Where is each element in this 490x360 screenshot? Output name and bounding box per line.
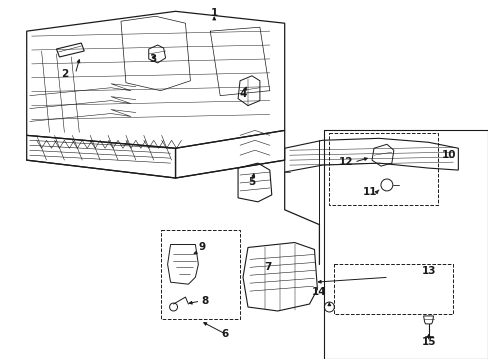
Text: 5: 5	[248, 177, 256, 187]
Text: 13: 13	[421, 266, 436, 276]
Text: 3: 3	[149, 54, 156, 64]
Text: 7: 7	[264, 262, 271, 272]
Text: 6: 6	[221, 329, 229, 339]
Text: 14: 14	[312, 287, 327, 297]
Text: 12: 12	[339, 157, 353, 167]
Text: 8: 8	[202, 296, 209, 306]
Text: 10: 10	[442, 150, 457, 160]
Text: 1: 1	[211, 8, 218, 18]
Text: 9: 9	[199, 243, 206, 252]
Text: 11: 11	[363, 187, 377, 197]
Text: 4: 4	[239, 89, 246, 99]
Text: 2: 2	[61, 69, 68, 79]
Text: 15: 15	[421, 337, 436, 347]
